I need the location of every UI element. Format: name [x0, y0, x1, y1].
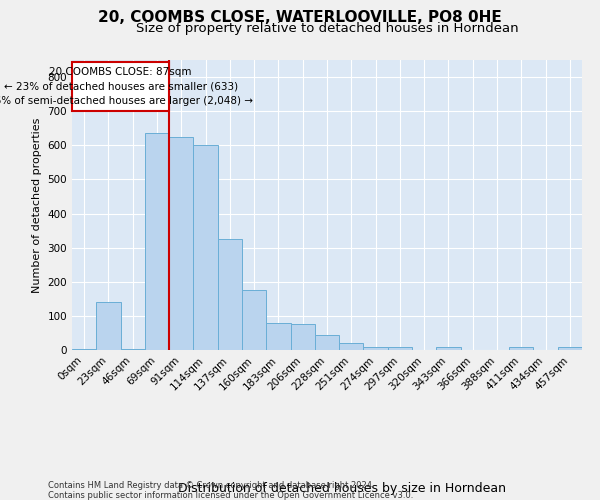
Bar: [339, 343, 364, 350]
Text: Distribution of detached houses by size in Horndean: Distribution of detached houses by size …: [178, 482, 506, 495]
FancyBboxPatch shape: [72, 62, 169, 111]
Bar: [290, 324, 315, 350]
Bar: [72, 348, 96, 350]
Bar: [242, 290, 266, 350]
Text: 20 COOMBS CLOSE: 87sqm
← 23% of detached houses are smaller (633)
76% of semi-de: 20 COOMBS CLOSE: 87sqm ← 23% of detached…: [0, 66, 253, 106]
Text: 20, COOMBS CLOSE, WATERLOOVILLE, PO8 0HE: 20, COOMBS CLOSE, WATERLOOVILLE, PO8 0HE: [98, 10, 502, 25]
Bar: [388, 348, 412, 350]
Bar: [121, 348, 145, 350]
Bar: [169, 137, 193, 350]
Bar: [364, 348, 388, 350]
Bar: [509, 348, 533, 350]
Title: Size of property relative to detached houses in Horndean: Size of property relative to detached ho…: [136, 22, 518, 35]
Bar: [193, 146, 218, 350]
Bar: [436, 348, 461, 350]
Text: Contains HM Land Registry data © Crown copyright and database right 2024.
Contai: Contains HM Land Registry data © Crown c…: [48, 480, 413, 500]
Bar: [315, 334, 339, 350]
Y-axis label: Number of detached properties: Number of detached properties: [32, 118, 42, 292]
Bar: [266, 322, 290, 350]
Bar: [218, 239, 242, 350]
Bar: [558, 348, 582, 350]
Bar: [145, 134, 169, 350]
Bar: [96, 302, 121, 350]
